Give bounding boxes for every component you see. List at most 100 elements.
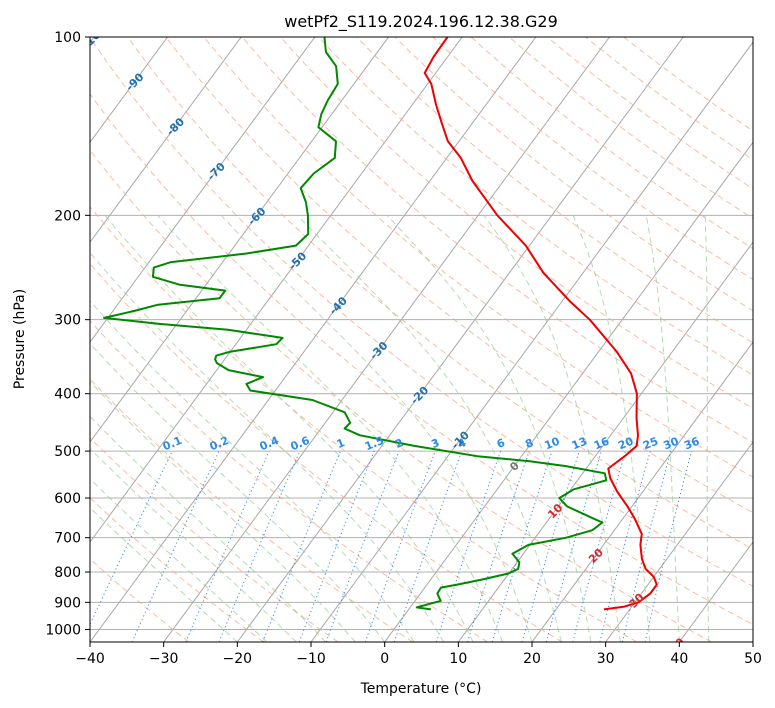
mixing-ratio-line (262, 450, 341, 642)
isotherm-line (90, 37, 463, 543)
dry-adiabat-line (318, 37, 753, 376)
mixing-ratio-line (521, 450, 580, 642)
dry-adiabat-line (90, 93, 753, 626)
mixing-ratio-label: 20 (616, 435, 635, 453)
mixing-ratio-label: 10 (543, 435, 562, 453)
x-tick-label: 50 (744, 651, 762, 667)
mixing-ratio-label: 36 (682, 435, 701, 453)
moist-adiabat-line (296, 214, 562, 642)
x-tick-label: 40 (670, 651, 688, 667)
dry-adiabat-line (90, 206, 638, 642)
isotherm-label: -40 (327, 294, 350, 317)
moist-adiabat-line (90, 380, 356, 642)
isotherm-label: 10 (545, 501, 565, 521)
isotherm-label: 30 (627, 590, 647, 610)
isotherm-line (605, 441, 753, 642)
mixing-ratio-line (599, 450, 651, 642)
isotherm-label: -30 (367, 339, 390, 362)
chart-title: wetPf2_S119.2024.196.12.38.G29 (284, 12, 558, 32)
y-tick-label: 900 (54, 595, 81, 611)
x-tick-label: 0 (380, 651, 389, 667)
dry-adiabat-line (508, 37, 753, 220)
y-tick-label: 100 (54, 30, 81, 46)
moist-adiabat-line (90, 342, 386, 642)
axes: −40 −30 −20 −10 0 10 20 30 40 5010020030040050060… (45, 30, 762, 667)
mixing-ratio-line (435, 450, 502, 642)
moist-adiabat-line (220, 214, 533, 642)
isotherm-line (752, 641, 753, 642)
dry-adiabat-line (432, 37, 753, 280)
y-tick-label: 500 (54, 444, 81, 460)
x-tick-label: −40 (75, 651, 105, 667)
isotherm-line (163, 37, 610, 642)
dry-adiabat-line (547, 37, 753, 190)
plot-frame (89, 36, 754, 643)
moist-adiabat-line (90, 251, 445, 642)
x-tick-label: −30 (149, 651, 179, 667)
isotherm-label: -10 (449, 428, 472, 451)
dry-adiabat-line (127, 37, 753, 550)
isotherm-line (90, 37, 389, 443)
mixing-ratio-line (491, 450, 553, 642)
mixing-ratio-label: 1 (335, 436, 347, 451)
moist-adiabat-line (90, 506, 238, 642)
isotherm-line (678, 541, 753, 642)
isotherm-line (236, 37, 684, 642)
mixing-ratio-label: 8 (523, 436, 535, 451)
isotherm-label: -70 (205, 160, 228, 183)
dry-adiabat-line (90, 149, 712, 642)
x-tick-label: 30 (597, 651, 615, 667)
dry-adiabat-line (90, 262, 563, 642)
temperature-profile-line (423, 37, 658, 611)
isotherm-line (90, 37, 537, 642)
dry-adiabat-line (90, 378, 414, 642)
mixing-ratio-label: 13 (570, 435, 589, 453)
mixing-ratio-line (545, 450, 602, 642)
moist-adiabat-line (386, 214, 592, 642)
isotherm-line (457, 241, 753, 642)
y-tick-label: 700 (54, 531, 81, 547)
y-tick-label: 800 (54, 565, 81, 581)
mixing-ratio-line (90, 450, 173, 626)
x-tick-label: −10 (296, 651, 326, 667)
mixing-ratio-label: 6 (495, 436, 507, 451)
mixing-ratio-line (467, 450, 530, 642)
y-tick-label: 300 (54, 313, 81, 329)
isotherm-label: -20 (408, 384, 431, 407)
x-tick-label: 10 (449, 651, 467, 667)
isotherm-line (90, 37, 168, 144)
moist-adiabat-line (90, 415, 327, 642)
moist-adiabat-line (157, 214, 503, 642)
mixing-ratio-line (393, 450, 463, 642)
isotherm-line (90, 37, 242, 244)
moist-adiabat-line (704, 215, 710, 642)
mixing-ratio-label: 0.2 (208, 434, 231, 453)
mixing-ratio-label: 25 (641, 435, 660, 453)
dewpoint-profile-line (103, 37, 608, 611)
isotherm-line (310, 41, 753, 642)
moist-adiabat-line (104, 214, 474, 642)
moist-adiabat-line (90, 300, 415, 642)
mixing-ratio-label: 3 (429, 436, 441, 451)
moist-adiabat-line (483, 215, 621, 642)
mixing-ratio-label: 0.4 (258, 434, 281, 453)
y-tick-label: 200 (54, 208, 81, 224)
background-lines (90, 37, 753, 642)
isotherm-label: 20 (586, 546, 606, 566)
moist-adiabat-line (572, 215, 651, 642)
mixing-ratio-line (325, 450, 400, 642)
mixing-ratio-line (621, 450, 672, 642)
mixing-ratio-label: 0.1 (161, 434, 184, 453)
y-axis-title: Pressure (hPa) (12, 289, 28, 389)
moist-adiabat-line (90, 447, 297, 642)
y-tick-label: 600 (54, 491, 81, 507)
isotherm-label: -90 (123, 70, 146, 93)
mixing-ratio-label: 16 (592, 435, 611, 453)
mixing-ratio-line (572, 450, 627, 642)
dry-adiabat-line (90, 37, 753, 587)
mixing-ratio-line (644, 450, 693, 642)
moist-adiabat-line (645, 215, 680, 642)
dry-adiabat-line (165, 37, 753, 514)
dry-adiabat-line (279, 37, 753, 410)
isotherm-label: -50 (286, 249, 309, 272)
